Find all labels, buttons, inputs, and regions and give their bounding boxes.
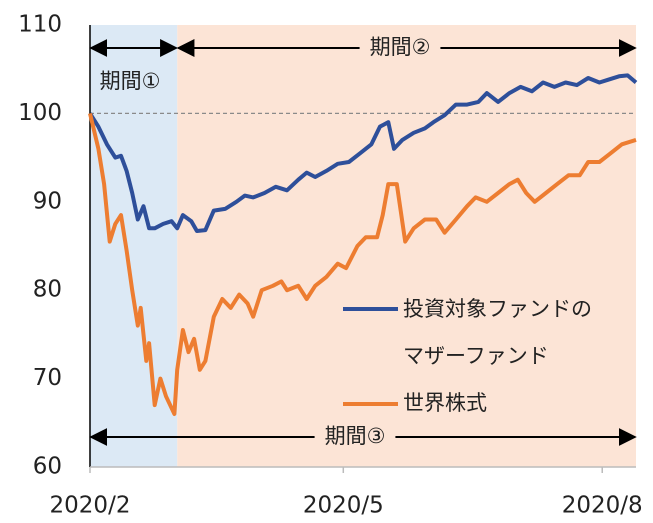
legend: 投資対象ファンドの マザーファンド世界株式: [403, 286, 592, 427]
period-shade: [90, 25, 178, 467]
y-tick-label: 110: [18, 12, 62, 38]
period-label-bg: [314, 422, 396, 450]
x-tick-label: 2020/8: [562, 493, 643, 519]
series-line: [88, 112, 637, 416]
period-label-group: 期間②: [359, 33, 441, 61]
period-label-bg: [359, 33, 441, 61]
legend-label: 投資対象ファンドの マザーファンド: [403, 297, 592, 368]
y-tick-label: 80: [33, 277, 62, 303]
period-label-group: 期間①: [100, 69, 161, 93]
period-label: 期間①: [100, 69, 161, 93]
y-tick-label: 60: [33, 454, 62, 480]
y-tick-label: 100: [18, 100, 62, 126]
x-tick-label: 2020/2: [50, 493, 131, 519]
x-tick-label: 2020/5: [303, 493, 384, 519]
legend-label: 世界株式: [403, 391, 487, 415]
y-tick-label: 70: [33, 365, 62, 391]
period-shade: [177, 25, 636, 467]
y-tick-label: 90: [33, 188, 62, 214]
period-label-group: 期間③: [314, 422, 396, 450]
period-label: 期間③: [325, 424, 386, 448]
period-label: 期間②: [370, 35, 431, 59]
series-line: [88, 73, 638, 233]
